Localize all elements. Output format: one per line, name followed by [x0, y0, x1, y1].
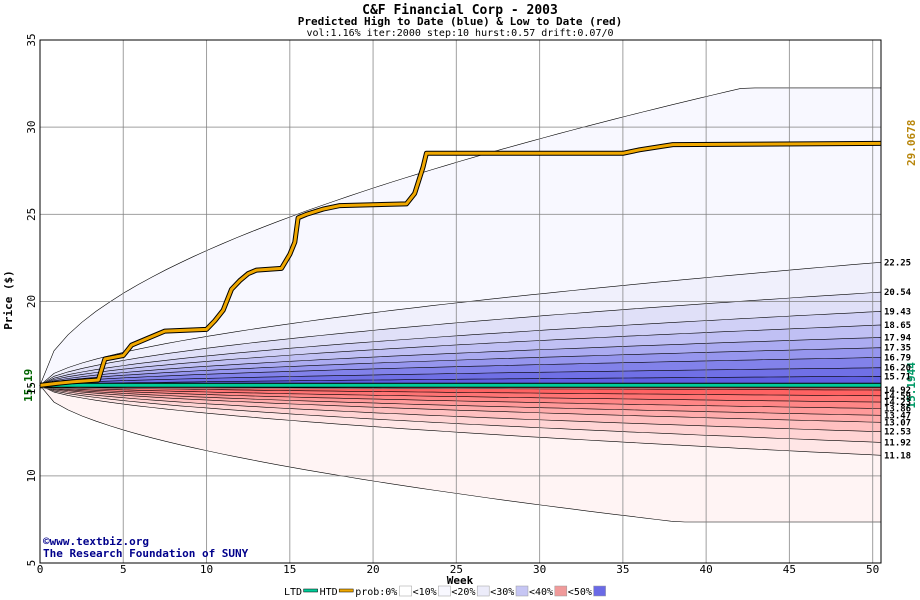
- legend-prob-0: <10%: [413, 587, 437, 598]
- band-label-10: 14.59: [884, 392, 911, 402]
- band-label-14: 13.07: [884, 418, 911, 428]
- x-tick-label-10: 50: [866, 563, 879, 576]
- x-tick-label-4: 20: [366, 563, 379, 576]
- band-label-5: 17.35: [884, 344, 911, 354]
- band-label-3: 18.65: [884, 321, 911, 331]
- chart-params: vol:1.16% iter:2000 step:10 hurst:0.57 d…: [306, 28, 613, 39]
- plot-area: [38, 40, 882, 563]
- band-label-15: 12.53: [884, 428, 911, 438]
- y-tick-label-5: 30: [25, 121, 38, 134]
- legend-prob-4: <50%: [568, 587, 592, 598]
- legend-swatch-3: [515, 585, 529, 597]
- legend-swatch-0: [399, 585, 412, 597]
- x-axis-label: Week: [447, 574, 474, 587]
- x-tick-label-1: 5: [120, 563, 127, 576]
- y-tick-label-4: 25: [25, 208, 38, 221]
- x-tick-label-7: 35: [616, 563, 629, 576]
- legend-swatch-5: [593, 585, 606, 597]
- htd-line: [39, 141, 882, 387]
- x-tick-label-9: 45: [783, 563, 796, 576]
- x-tick-label-5: 25: [450, 563, 463, 576]
- legend-htd-label: HTD: [320, 587, 338, 598]
- band-label-13: 13.47: [884, 411, 911, 421]
- y-tick-label-6: 35: [25, 33, 38, 46]
- y-tick-label-3: 20: [25, 295, 38, 308]
- band-label-9: 14.92: [884, 386, 911, 396]
- x-tick-label-2: 10: [200, 563, 213, 576]
- y-tick-label-1: 10: [25, 469, 38, 482]
- legend-swatch-4: [554, 585, 568, 597]
- band-label-12: 13.86: [884, 405, 911, 415]
- legend-prob-1: <20%: [451, 587, 475, 598]
- band-label-16: 11.92: [884, 438, 911, 448]
- band-label-7: 16.20: [884, 364, 911, 374]
- legend-ltd-swatch: [303, 588, 318, 593]
- band-label-2: 19.43: [884, 307, 911, 317]
- chart-subtitle: Predicted High to Date (blue) & Low to D…: [298, 15, 623, 28]
- legend-prob-3: <40%: [529, 587, 553, 598]
- credit-org: The Research Foundation of SUNY: [43, 547, 249, 560]
- legend-swatch-1: [438, 585, 451, 597]
- plot-frame: [39, 39, 882, 564]
- band-label-17: 11.18: [884, 451, 911, 461]
- legend-swatch-2: [476, 585, 490, 597]
- band-label-11: 14.23: [884, 398, 911, 408]
- y-axis-label: Price ($): [2, 270, 15, 330]
- legend-prob-2: <30%: [490, 587, 514, 598]
- band-label-6: 16.79: [884, 353, 911, 363]
- y-tick-label-2: 15: [25, 382, 38, 395]
- final-htd-label: 29.0678: [905, 120, 918, 166]
- x-tick-label-3: 15: [283, 563, 296, 576]
- legend-ltd-label: LTD: [284, 587, 302, 598]
- x-tick-label-8: 40: [700, 563, 713, 576]
- y-tick-label-0: 5: [25, 560, 38, 567]
- band-label-4: 17.94: [884, 333, 912, 343]
- final-ltd-label: 15.1944: [905, 362, 918, 409]
- band-label-0: 22.25: [884, 258, 911, 268]
- credit-url: ©www.textbiz.org: [43, 535, 149, 548]
- start-price-label: 15.19: [22, 369, 35, 402]
- x-tick-label-0: 0: [37, 563, 44, 576]
- band-label-8: 15.71: [884, 372, 911, 382]
- legend-prob-label: prob:0%: [355, 587, 397, 598]
- band-label-1: 20.54: [884, 288, 912, 298]
- chart-title: C&F Financial Corp - 2003: [362, 3, 558, 18]
- x-tick-label-6: 30: [533, 563, 546, 576]
- legend: LTD HTD prob:0% <10% <20% <30% <40% <50%: [284, 585, 606, 598]
- legend-htd-swatch: [338, 588, 354, 593]
